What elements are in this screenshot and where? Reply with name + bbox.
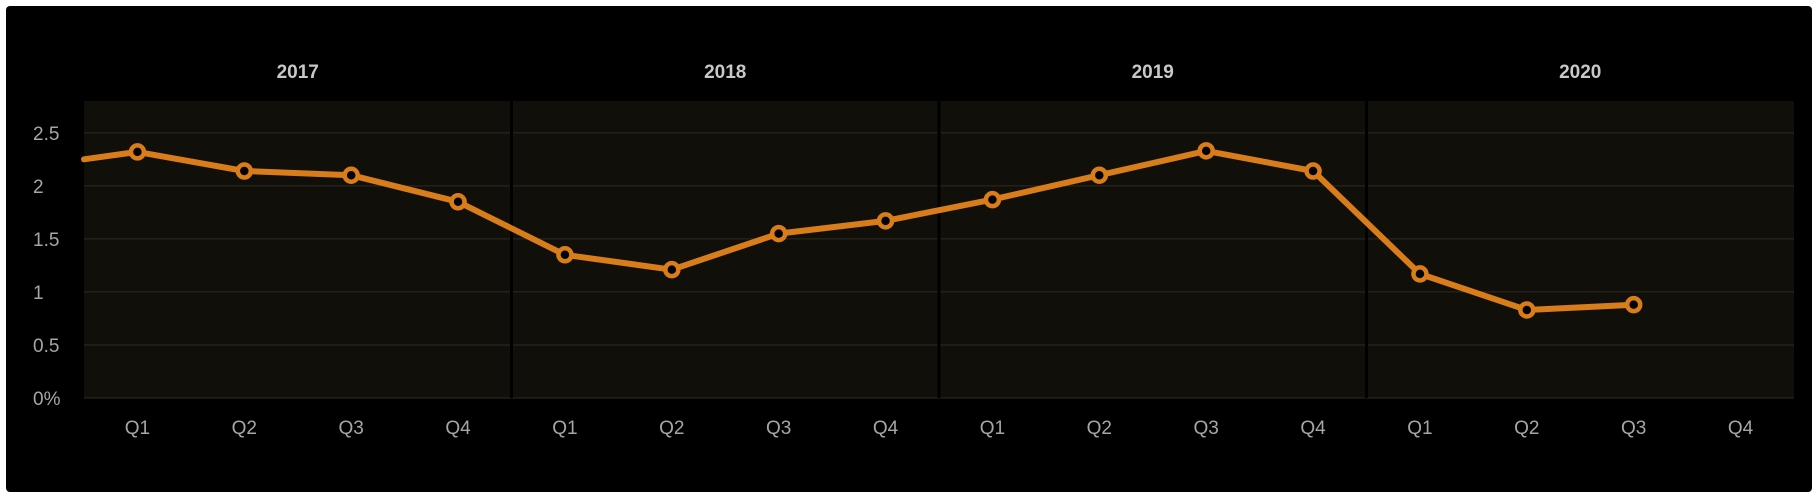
data-point: [663, 260, 681, 279]
year-label: 2020: [1559, 62, 1601, 83]
data-point: [876, 212, 895, 230]
y-tick-label: 0.5: [33, 336, 59, 357]
x-tick-label: Q3: [1194, 418, 1219, 439]
data-point: [128, 143, 147, 161]
data-point: [235, 162, 254, 180]
y-tick-label: 2.5: [33, 124, 59, 145]
year-label: 2018: [704, 62, 746, 83]
x-tick-label: Q1: [980, 418, 1005, 439]
x-tick-label: Q2: [1514, 418, 1539, 439]
x-tick-label: Q2: [1087, 418, 1112, 439]
data-point: [1624, 295, 1643, 314]
data-point: [342, 166, 360, 184]
x-tick-label: Q1: [552, 418, 577, 439]
data-point: [556, 246, 574, 264]
y-tick-label: 1.5: [33, 230, 59, 251]
x-tick-label: Q1: [1407, 418, 1432, 439]
data-point: [1411, 265, 1429, 283]
x-tick-label: Q4: [1300, 418, 1326, 439]
data-point: [1518, 301, 1536, 319]
x-tick-label: Q3: [1621, 418, 1646, 439]
y-tick-label: 0%: [33, 389, 61, 410]
data-point: [449, 193, 467, 211]
x-tick-label: Q2: [659, 418, 684, 439]
x-tick-label: Q1: [125, 418, 150, 439]
data-point: [1090, 166, 1109, 184]
series-line: [81, 147, 1637, 313]
data-point: [983, 190, 1002, 209]
y-tick-label: 2: [33, 177, 44, 198]
year-label: 2019: [1132, 62, 1174, 83]
year-label: 2017: [277, 62, 319, 83]
data-point: [1197, 142, 1215, 160]
x-tick-label: Q4: [1728, 418, 1754, 439]
y-tick-label: 1: [33, 283, 44, 304]
x-tick-label: Q4: [873, 418, 899, 439]
x-tick-label: Q2: [232, 418, 257, 439]
x-tick-label: Q3: [766, 418, 791, 439]
x-tick-label: Q3: [339, 418, 364, 439]
data-point: [1304, 162, 1322, 180]
x-tick-label: Q4: [445, 418, 471, 439]
data-point: [769, 224, 788, 243]
